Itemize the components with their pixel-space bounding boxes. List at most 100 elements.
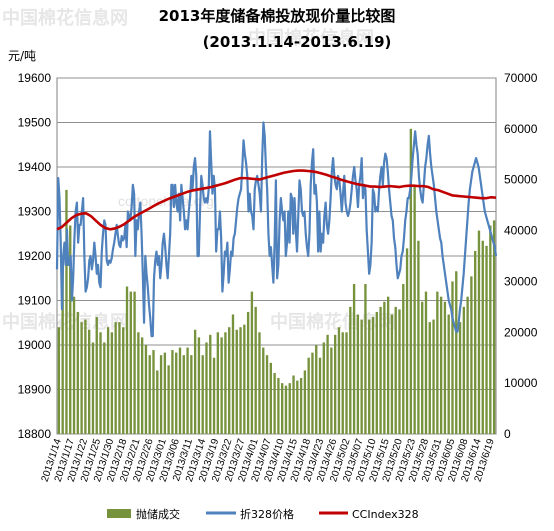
bar xyxy=(337,327,341,434)
bar xyxy=(144,345,148,434)
bar xyxy=(318,357,322,434)
bar xyxy=(61,266,64,434)
bar xyxy=(118,322,121,434)
bar xyxy=(299,378,303,434)
bar xyxy=(269,362,272,434)
bar xyxy=(76,311,79,434)
bar xyxy=(175,352,178,434)
bar xyxy=(258,332,261,434)
bar xyxy=(455,271,458,434)
bar xyxy=(140,337,144,434)
bar xyxy=(439,296,443,434)
bar xyxy=(315,345,318,434)
left-tick-label: 19100 xyxy=(18,294,52,308)
bar xyxy=(262,347,265,434)
watermark-cn-2: 中国棉花信息网 xyxy=(248,27,374,49)
bar xyxy=(156,370,159,434)
bar xyxy=(152,350,155,434)
bar xyxy=(110,332,114,434)
chart-subtitle: (2013.1.14-2013.6.19) xyxy=(203,33,392,51)
right-tick-label: 0 xyxy=(504,427,511,441)
bar xyxy=(432,319,435,434)
index-line xyxy=(56,169,497,231)
bar xyxy=(228,327,231,434)
legend-label-index: CCIndex328 xyxy=(352,508,419,521)
bar xyxy=(69,225,72,434)
bar xyxy=(462,306,466,434)
bar xyxy=(292,375,295,434)
bar xyxy=(311,352,314,434)
bar xyxy=(477,230,481,434)
bar xyxy=(352,283,356,434)
bar xyxy=(72,296,76,434)
bar xyxy=(197,337,201,434)
bar xyxy=(402,283,405,434)
bar xyxy=(250,291,254,434)
left-tick-label: 19500 xyxy=(18,116,52,130)
right-tick-label: 40000 xyxy=(504,224,538,238)
bar xyxy=(424,291,428,434)
right-tick-label: 20000 xyxy=(504,325,538,339)
right-tick-label: 70000 xyxy=(504,71,538,85)
bar xyxy=(303,370,307,434)
bar xyxy=(186,347,189,434)
legend: 抛储成交 折328价格 CCIndex328 xyxy=(107,507,419,521)
bar xyxy=(379,306,382,434)
legend-swatch-bars xyxy=(107,509,131,518)
bar xyxy=(390,314,394,434)
bar xyxy=(95,317,98,434)
chart-title: 2013年度储备棉投放现价量比较图 xyxy=(159,7,396,25)
bar xyxy=(106,327,110,434)
bar xyxy=(114,322,117,434)
bar xyxy=(330,347,333,434)
bar xyxy=(417,240,420,434)
bar xyxy=(341,332,344,434)
bar xyxy=(125,286,129,434)
bar xyxy=(322,342,325,434)
line-series xyxy=(55,121,498,338)
bar xyxy=(485,245,488,434)
watermark-group: 中国棉花信息网 中国棉花信息网 中国棉花信息网 中国棉花信息网 cottonch… xyxy=(2,7,396,333)
bar xyxy=(428,322,431,434)
bar xyxy=(84,319,87,434)
bar xyxy=(333,334,337,434)
right-tick-label: 60000 xyxy=(504,122,538,136)
left-tick-label: 18800 xyxy=(18,427,52,441)
bar xyxy=(375,311,378,434)
x-axis-labels: 2013/1/142013/1/172013/1/222013/1/252013… xyxy=(40,437,497,483)
left-axis-ticks: 18800 18900 19000 19100 19200 19300 19400 19500… xyxy=(18,71,52,441)
bar xyxy=(235,329,238,434)
bar-series xyxy=(57,128,496,434)
left-tick-label: 18900 xyxy=(18,383,52,397)
bar xyxy=(209,334,212,434)
bar xyxy=(103,342,106,434)
bar xyxy=(360,319,363,434)
bar xyxy=(489,225,492,434)
left-tick-label: 19300 xyxy=(18,205,52,219)
bar xyxy=(451,281,454,434)
right-tick-label: 50000 xyxy=(504,173,538,187)
bar xyxy=(201,355,204,434)
bar xyxy=(273,372,276,434)
right-axis-ticks: 0 10000 20000 30000 40000 50000 60000 70000 xyxy=(504,71,538,441)
bar xyxy=(65,189,68,434)
bar xyxy=(492,220,496,434)
bar xyxy=(356,314,360,434)
bar xyxy=(99,332,102,434)
bar xyxy=(205,342,208,434)
left-tick-label: 19200 xyxy=(18,249,52,263)
bar xyxy=(133,291,136,434)
bar xyxy=(458,322,462,434)
bar xyxy=(413,184,416,434)
left-tick-label: 19400 xyxy=(18,160,52,174)
legend-label-price: 折328价格 xyxy=(240,507,294,521)
right-tick-label: 30000 xyxy=(504,274,538,288)
left-axis-unit: 元/吨 xyxy=(8,49,36,63)
bar xyxy=(281,383,284,434)
bar xyxy=(394,306,397,434)
left-tick-label: 19000 xyxy=(18,338,52,352)
bar xyxy=(137,332,140,434)
bar xyxy=(231,314,235,434)
bar xyxy=(368,319,371,434)
